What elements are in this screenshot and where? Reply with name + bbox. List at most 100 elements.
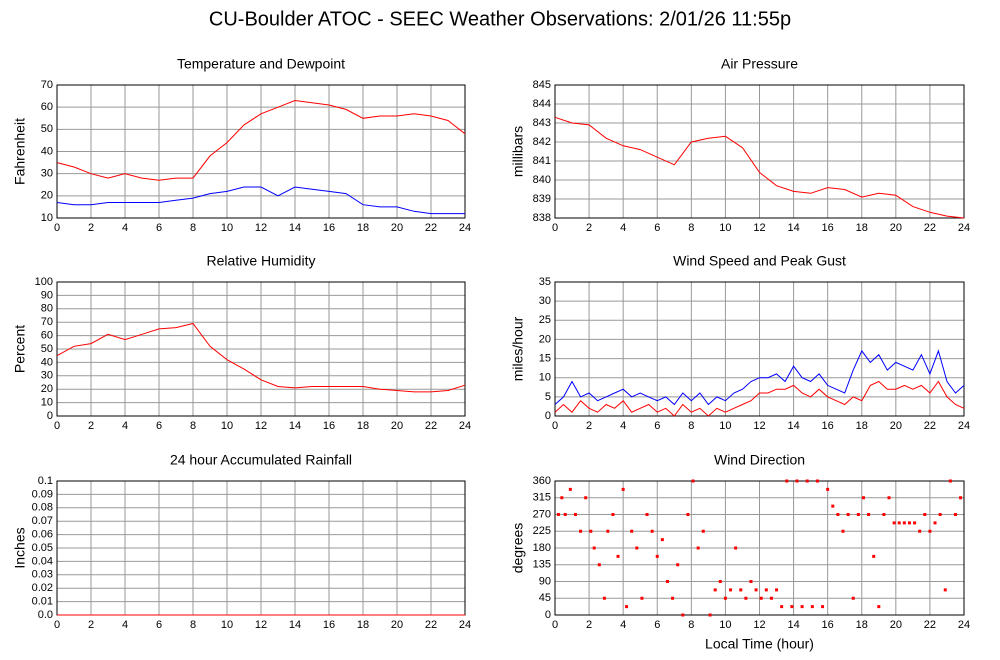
data-point <box>606 529 610 533</box>
x-tick-label: 6 <box>156 420 162 432</box>
data-point <box>611 513 615 516</box>
data-point <box>867 513 871 516</box>
x-tick-label: 24 <box>459 222 471 234</box>
y-tick-label: 315 <box>533 492 551 504</box>
plot-frame <box>554 281 965 417</box>
y-tick-label: 360 <box>533 475 551 487</box>
data-point <box>754 588 758 592</box>
y-tick-label: 90 <box>539 575 551 587</box>
x-tick-label: 22 <box>924 420 936 432</box>
x-tick-label: 18 <box>357 619 369 631</box>
y-tick-label: 843 <box>533 117 551 129</box>
x-tick-label: 4 <box>620 619 626 631</box>
data-point <box>836 513 840 516</box>
data-point <box>928 529 932 533</box>
x-tick-label: 12 <box>753 420 765 432</box>
x-tick-label: 10 <box>221 619 233 631</box>
y-tick-label: 270 <box>533 508 551 520</box>
x-tick-label: 14 <box>787 619 799 631</box>
y-tick-label: 70 <box>41 79 53 91</box>
y-tick-label: 842 <box>533 136 551 148</box>
y-tick-label: 10 <box>41 397 53 409</box>
y-tick-label: 839 <box>533 193 551 205</box>
x-tick-label: 18 <box>357 222 369 234</box>
x-tick-label: 8 <box>190 420 196 432</box>
x-tick-label: 20 <box>890 222 902 234</box>
x-tick-label: 2 <box>88 619 94 631</box>
y-tick-label: 0.03 <box>32 569 53 581</box>
y-tick-label: 180 <box>533 542 551 554</box>
y-tick-label: 70 <box>41 316 53 328</box>
x-tick-label: 24 <box>958 222 970 234</box>
x-tick-label: 24 <box>958 420 970 432</box>
x-tick-label: 24 <box>459 420 471 432</box>
panel-title: Relative Humidity <box>207 253 316 269</box>
y-tick-label: 30 <box>41 168 53 180</box>
data-point <box>744 596 748 600</box>
data-point <box>800 605 804 609</box>
x-axis-label: Local Time (hour) <box>705 636 814 652</box>
data-point <box>676 563 680 567</box>
y-tick-label: 845 <box>533 79 551 91</box>
data-point <box>775 588 779 592</box>
data-point <box>739 588 743 592</box>
data-line <box>56 186 465 215</box>
x-tick-label: 18 <box>856 420 868 432</box>
x-tick-label: 2 <box>586 619 592 631</box>
data-point <box>769 596 773 600</box>
data-point <box>625 605 629 609</box>
data-point <box>780 605 784 609</box>
x-tick-label: 6 <box>654 420 660 432</box>
y-tick-label: 0.05 <box>32 542 53 554</box>
data-point <box>713 588 717 592</box>
x-tick-label: 8 <box>688 420 694 432</box>
data-point <box>686 513 690 516</box>
data-point <box>902 521 906 525</box>
data-point <box>907 521 911 525</box>
y-tick-label: 0.0 <box>38 609 53 621</box>
y-tick-label: 0.06 <box>32 529 53 541</box>
panel-title: Wind Direction <box>714 452 805 468</box>
y-tick-label: 0 <box>545 410 551 422</box>
plot-frame <box>554 480 965 616</box>
x-tick-label: 8 <box>688 619 694 631</box>
panel-title: Temperature and Dewpoint <box>177 56 345 72</box>
data-point <box>831 504 835 508</box>
data-point <box>597 563 601 567</box>
x-tick-label: 4 <box>620 222 626 234</box>
data-point <box>826 487 830 491</box>
data-point <box>592 546 596 550</box>
x-tick-label: 12 <box>255 420 267 432</box>
y-axis-label: millibars <box>510 126 526 177</box>
data-point <box>851 596 855 600</box>
x-tick-label: 20 <box>890 619 902 631</box>
x-tick-label: 16 <box>323 222 335 234</box>
y-tick-label: 838 <box>533 212 551 224</box>
x-tick-label: 16 <box>323 420 335 432</box>
x-tick-label: 16 <box>822 222 834 234</box>
plot-frame <box>56 281 466 417</box>
data-point <box>790 605 794 609</box>
x-tick-label: 20 <box>890 420 902 432</box>
x-tick-label: 6 <box>654 222 660 234</box>
data-point <box>584 496 588 500</box>
y-tick-label: 0.1 <box>38 475 53 487</box>
data-point <box>681 613 685 617</box>
data-point <box>635 546 639 550</box>
y-tick-label: 0 <box>47 410 53 422</box>
x-tick-label: 14 <box>289 619 301 631</box>
data-point <box>696 546 700 550</box>
x-tick-label: 16 <box>822 619 834 631</box>
y-tick-label: 25 <box>539 314 551 326</box>
data-point <box>897 521 901 525</box>
x-tick-label: 0 <box>552 619 558 631</box>
y-tick-label: 20 <box>539 333 551 345</box>
data-point <box>877 605 881 609</box>
data-point <box>913 521 917 525</box>
x-tick-label: 4 <box>122 420 128 432</box>
x-tick-label: 4 <box>122 619 128 631</box>
y-tick-label: 10 <box>539 372 551 384</box>
y-tick-label: 15 <box>539 352 551 364</box>
y-tick-label: 10 <box>41 212 53 224</box>
